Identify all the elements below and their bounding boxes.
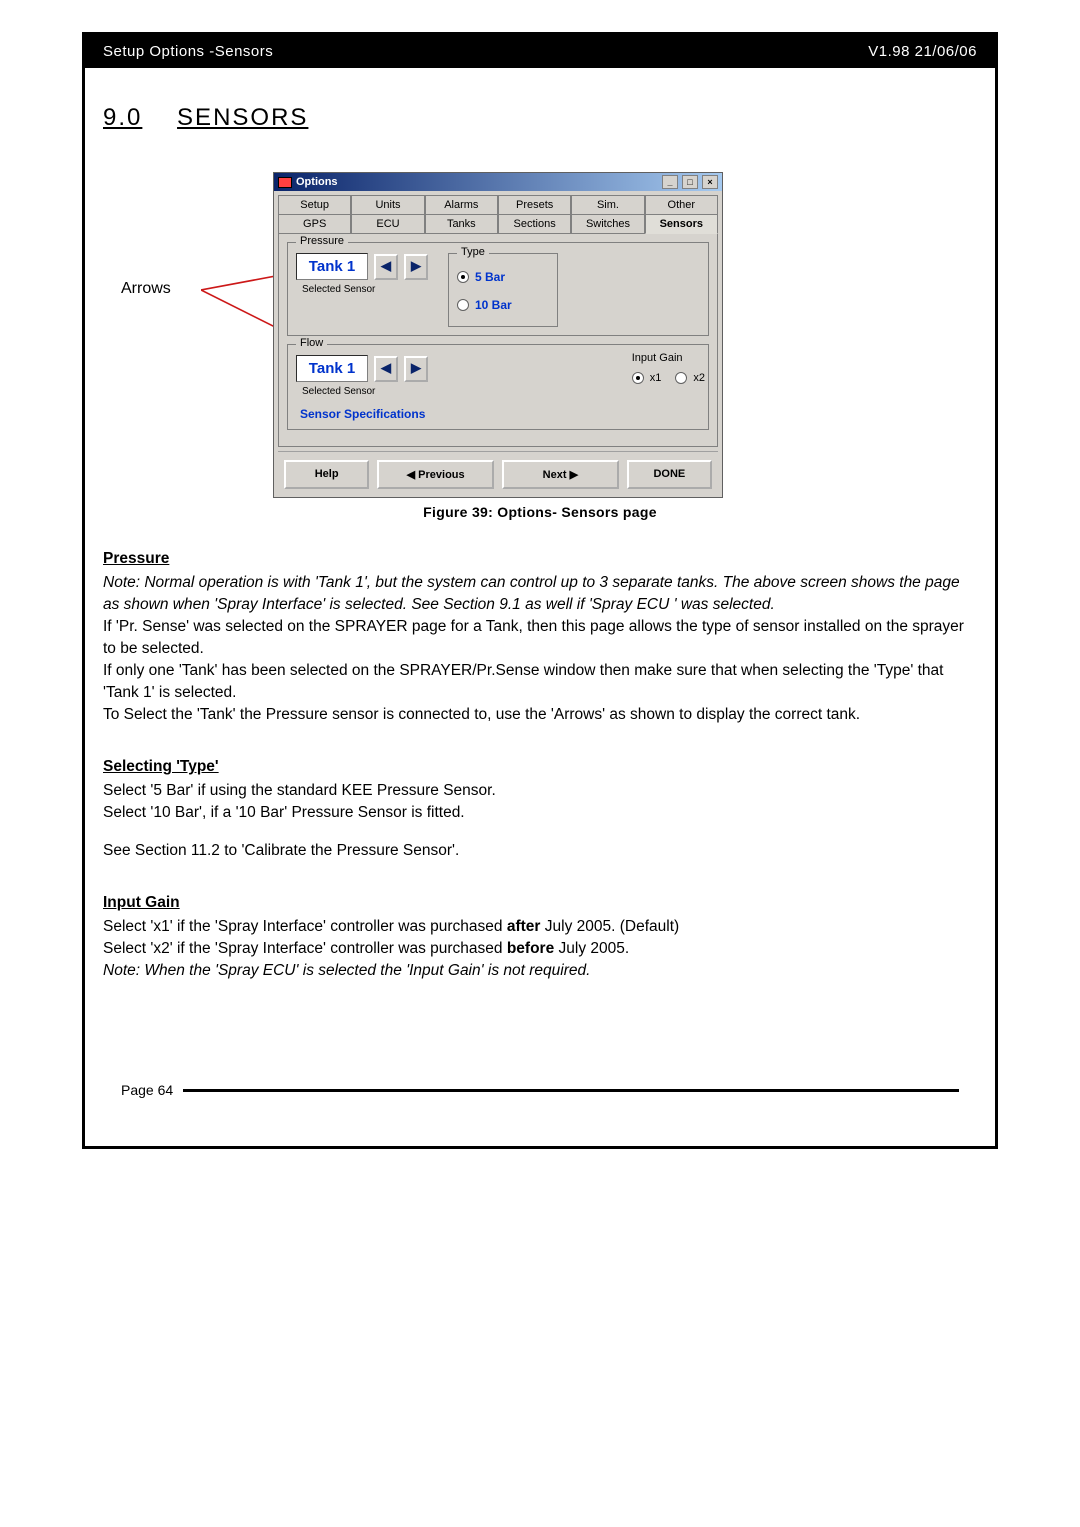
flow-selected-label: Selected Sensor [302,386,700,397]
type-legend: Type [457,246,489,258]
footer: Page 64 [103,1082,977,1098]
figure-wrap: Arrows Options _ □ × [103,172,977,520]
help-button[interactable]: Help [284,460,369,489]
pressure-note: Note: Normal operation is with 'Tank 1',… [103,574,960,613]
section-name: SENSORS [177,104,308,131]
tab-setup[interactable]: Setup [278,195,351,214]
pressure-heading: Pressure [103,548,977,570]
header-right: V1.98 21/06/06 [868,43,977,60]
footer-rule [183,1089,959,1092]
tabs: Setup Units Alarms Presets Sim. Other GP… [274,191,722,233]
radio-10bar-dot [457,299,469,311]
radio-10bar[interactable]: 10 Bar [457,298,549,312]
tab-ecu[interactable]: ECU [351,214,424,233]
tab-alarms[interactable]: Alarms [425,195,498,214]
section-title: 9.0 SENSORS [103,104,977,132]
type-p1: Select '5 Bar' if using the standard KEE… [103,780,977,802]
type-heading: Selecting 'Type' [103,756,977,778]
tab-sensors[interactable]: Sensors [645,214,718,234]
tab-gps[interactable]: GPS [278,214,351,233]
flow-prev-arrow[interactable]: ◀ [374,356,398,382]
maximize-button[interactable]: □ [682,175,698,189]
gain-p2: Select 'x2' if the 'Spray Interface' con… [103,938,977,960]
radio-5bar[interactable]: 5 Bar [457,270,549,284]
tab-presets[interactable]: Presets [498,195,571,214]
pressure-legend: Pressure [296,235,348,247]
flow-next-arrow[interactable]: ▶ [404,356,428,382]
header-left: Setup Options -Sensors [103,43,273,60]
app-icon [278,177,292,188]
header-bar: Setup Options -Sensors V1.98 21/06/06 [85,35,995,68]
tab-other[interactable]: Other [645,195,718,214]
pressure-p3: To Select the 'Tank' the Pressure sensor… [103,704,977,726]
figure-caption: Figure 39: Options- Sensors page [103,504,977,520]
flow-group: Flow Tank 1 ◀ ▶ Selected Sensor Sensor S… [287,344,709,430]
dialog-button-row: Help ◀ Previous Next ▶ DONE [278,451,718,497]
type-p2: Select '10 Bar', if a '10 Bar' Pressure … [103,802,977,824]
flow-legend: Flow [296,337,327,349]
pressure-p2: If only one 'Tank' has been selected on … [103,660,977,704]
page-number: Page 64 [121,1082,173,1098]
done-button[interactable]: DONE [627,460,712,489]
pressure-p1: If 'Pr. Sense' was selected on the SPRAY… [103,616,977,660]
flow-tank-display: Tank 1 [296,355,368,382]
close-button[interactable]: × [702,175,718,189]
previous-button[interactable]: ◀ Previous [377,460,494,489]
section-number: 9.0 [103,104,142,131]
page-frame: Setup Options -Sensors V1.98 21/06/06 9.… [82,32,998,1149]
tab-switches[interactable]: Switches [571,214,644,233]
tab-units[interactable]: Units [351,195,424,214]
gain-note: Note: When the 'Spray ECU' is selected t… [103,962,590,979]
pressure-selected-label: Selected Sensor [302,284,436,295]
gain-p1: Select 'x1' if the 'Spray Interface' con… [103,916,977,938]
pressure-prev-arrow[interactable]: ◀ [374,254,398,280]
sensor-specs-link[interactable]: Sensor Specifications [300,407,700,421]
type-group: Type 5 Bar 10 Bar [448,253,558,327]
arrows-callout-label: Arrows [121,280,171,298]
dialog-panel: Pressure Tank 1 ◀ ▶ Selected Sensor Type [278,233,718,447]
minimize-button[interactable]: _ [662,175,678,189]
tab-tanks[interactable]: Tanks [425,214,498,233]
pressure-next-arrow[interactable]: ▶ [404,254,428,280]
next-button[interactable]: Next ▶ [502,460,619,489]
dialog-title: Options [296,176,338,188]
radio-5bar-dot [457,271,469,283]
tab-sections[interactable]: Sections [498,214,571,233]
dialog-titlebar: Options _ □ × [274,173,722,191]
type-p3: See Section 11.2 to 'Calibrate the Press… [103,840,977,862]
tab-sim[interactable]: Sim. [571,195,644,214]
pressure-group: Pressure Tank 1 ◀ ▶ Selected Sensor Type [287,242,709,336]
prose: Pressure Note: Normal operation is with … [103,548,977,982]
gain-heading: Input Gain [103,892,977,914]
pressure-tank-display: Tank 1 [296,253,368,280]
options-dialog: Options _ □ × Setup Units Alarms Presets… [273,172,723,498]
